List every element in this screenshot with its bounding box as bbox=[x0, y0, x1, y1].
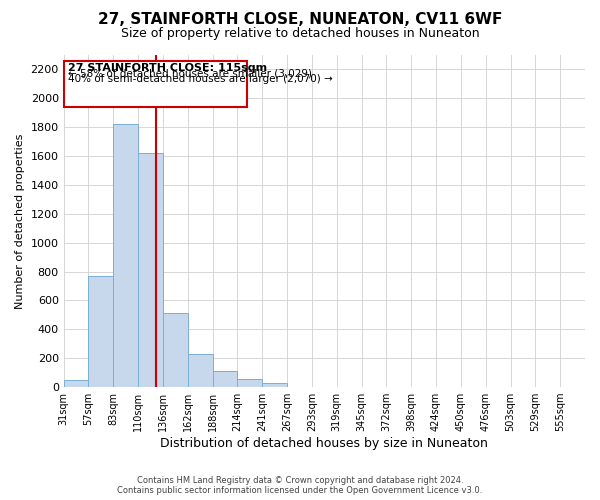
Bar bbox=[113, 124, 138, 387]
Bar bbox=[138, 153, 163, 387]
Bar bbox=[262, 384, 287, 387]
Text: ← 58% of detached houses are smaller (3,029): ← 58% of detached houses are smaller (3,… bbox=[68, 68, 313, 78]
Text: 27 STAINFORTH CLOSE: 115sqm: 27 STAINFORTH CLOSE: 115sqm bbox=[68, 63, 268, 73]
Text: 27, STAINFORTH CLOSE, NUNEATON, CV11 6WF: 27, STAINFORTH CLOSE, NUNEATON, CV11 6WF bbox=[98, 12, 502, 28]
FancyBboxPatch shape bbox=[64, 61, 247, 107]
X-axis label: Distribution of detached houses by size in Nuneaton: Distribution of detached houses by size … bbox=[160, 437, 488, 450]
Bar bbox=[163, 314, 188, 387]
Y-axis label: Number of detached properties: Number of detached properties bbox=[15, 134, 25, 308]
Bar bbox=[212, 371, 238, 387]
Text: Contains HM Land Registry data © Crown copyright and database right 2024.
Contai: Contains HM Land Registry data © Crown c… bbox=[118, 476, 482, 495]
Bar bbox=[188, 354, 212, 387]
Bar bbox=[64, 380, 88, 387]
Bar bbox=[238, 379, 262, 387]
Text: 40% of semi-detached houses are larger (2,070) →: 40% of semi-detached houses are larger (… bbox=[68, 74, 333, 84]
Bar bbox=[88, 276, 113, 387]
Text: Size of property relative to detached houses in Nuneaton: Size of property relative to detached ho… bbox=[121, 28, 479, 40]
